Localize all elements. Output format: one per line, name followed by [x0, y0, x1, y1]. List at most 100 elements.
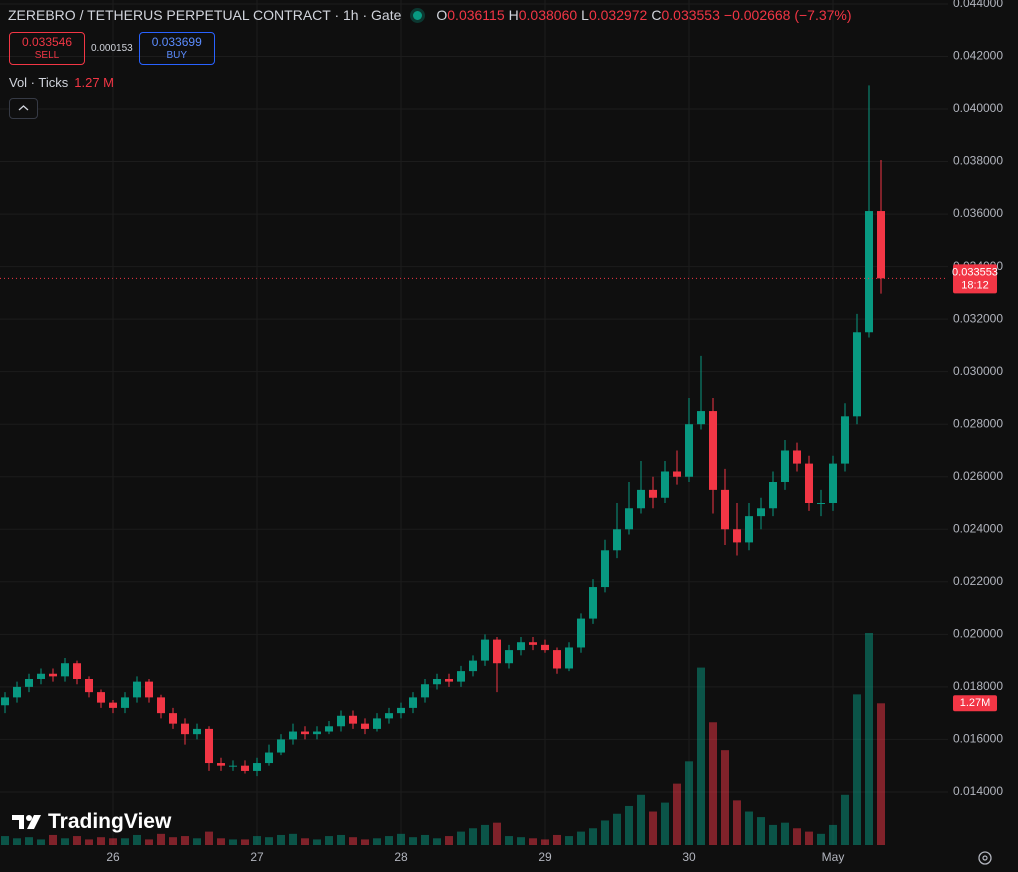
- y-tick-label: 0.038000: [953, 154, 1003, 168]
- y-tick-label: 0.018000: [953, 679, 1003, 693]
- candle-body: [61, 663, 69, 677]
- sell-label: SELL: [34, 49, 60, 61]
- candle-body: [397, 707, 405, 714]
- x-tick-label: 28: [394, 850, 408, 864]
- candle-body: [121, 697, 129, 708]
- buy-price: 0.033699: [151, 34, 202, 49]
- volume-bar: [769, 824, 777, 845]
- y-tick-label: 0.044000: [953, 0, 1003, 10]
- candle-body: [145, 681, 153, 698]
- candle-body: [49, 673, 57, 677]
- volume-bar: [865, 633, 873, 845]
- candle-body: [193, 728, 201, 735]
- candle-body: [13, 686, 21, 698]
- candle-body: [757, 508, 765, 517]
- ohlc-key: C: [651, 7, 662, 23]
- ohlc-value: 0.036115: [447, 7, 505, 23]
- volume-bar: [793, 828, 801, 845]
- countdown: 18:12: [961, 279, 989, 291]
- volume-bar: [577, 831, 585, 845]
- volume-bar: [301, 838, 309, 845]
- settings-icon: [978, 851, 992, 865]
- candle-body: [769, 481, 777, 509]
- collapse-button[interactable]: [9, 98, 38, 119]
- buy-button[interactable]: 0.033699 BUY: [138, 32, 215, 65]
- x-tick-label: 27: [250, 850, 264, 864]
- volume-bar: [37, 839, 45, 845]
- volume-bar: [505, 836, 513, 845]
- candle-body: [217, 763, 225, 766]
- candle-body: [253, 763, 261, 771]
- volume-bar: [241, 839, 249, 845]
- candle-body: [793, 450, 801, 464]
- ohlc-value: 0.038060: [518, 7, 578, 23]
- watermark-text: TradingView: [48, 810, 172, 833]
- candle-body: [265, 752, 273, 764]
- ohlc-key: H: [508, 7, 519, 23]
- candle-body: [805, 463, 813, 504]
- candle-body: [493, 639, 501, 664]
- candle-body: [553, 650, 561, 669]
- volume-bar: [817, 833, 825, 845]
- y-tick-label: 0.032000: [953, 311, 1003, 325]
- volume-bar: [61, 838, 69, 845]
- volume-bar: [445, 836, 453, 845]
- candle-body: [97, 692, 105, 703]
- volume-bar: [49, 834, 57, 845]
- volume-bar: [169, 837, 177, 845]
- y-tick-label: 0.016000: [953, 732, 1003, 746]
- x-tick-label: 29: [538, 850, 552, 864]
- candle-body: [457, 671, 465, 682]
- volume-bar: [157, 833, 165, 845]
- volume-bar: [349, 837, 357, 845]
- volume-legend-title: Vol · Ticks: [9, 75, 69, 90]
- volume-bar: [13, 838, 21, 845]
- volume-bar: [373, 838, 381, 845]
- status-dot: [413, 10, 423, 20]
- trade-buttons: 0.033546 SELL 0.000153 0.033699 BUY: [9, 32, 215, 65]
- last-price-label: 0.033553: [952, 266, 998, 278]
- candle-body: [865, 211, 873, 333]
- candle-body: [505, 650, 513, 664]
- ohlc-value: 0.033553: [661, 7, 720, 23]
- candle-body: [421, 684, 429, 698]
- volume-tag-label: 1.27M: [960, 697, 991, 709]
- candle-body: [301, 731, 309, 735]
- y-tick-label: 0.024000: [953, 521, 1003, 535]
- volume-legend-value: 1.27 M: [74, 75, 114, 90]
- candle-body: [349, 715, 357, 724]
- settings-button[interactable]: [978, 851, 992, 865]
- volume-bar: [829, 824, 837, 845]
- volume-bar: [601, 820, 609, 845]
- x-tick-label: 30: [682, 850, 696, 864]
- candle-body: [661, 471, 669, 498]
- ohlc-legend: O0.036115 H0.038060 L0.032972 C0.033553: [432, 7, 720, 23]
- candle-body: [181, 723, 189, 735]
- candle-body: [361, 723, 369, 729]
- candle-body: [601, 550, 609, 588]
- settings-icon-center: [982, 855, 988, 861]
- candle-body: [277, 739, 285, 753]
- x-tick-label: 26: [106, 850, 120, 864]
- volume-bar: [85, 839, 93, 845]
- buy-label: BUY: [166, 49, 187, 61]
- volume-bar: [421, 834, 429, 845]
- candle-body: [853, 332, 861, 417]
- candle-body: [589, 587, 597, 619]
- last-price-tag: [953, 264, 997, 294]
- candle-body: [781, 450, 789, 482]
- candle-body: [481, 639, 489, 661]
- candle-body: [829, 463, 837, 504]
- volume-bar: [649, 811, 657, 845]
- volume-bar: [325, 836, 333, 845]
- volume-bar: [397, 833, 405, 845]
- volume-bar: [553, 834, 561, 845]
- volume-bar: [529, 838, 537, 845]
- volume-bar: [181, 836, 189, 845]
- change: −0.002668 (−7.37%): [723, 7, 852, 23]
- candle-body: [133, 681, 141, 698]
- candle-body: [445, 678, 453, 682]
- candle-body: [541, 644, 549, 651]
- volume-bar: [205, 831, 213, 845]
- sell-button[interactable]: 0.033546 SELL: [9, 32, 85, 65]
